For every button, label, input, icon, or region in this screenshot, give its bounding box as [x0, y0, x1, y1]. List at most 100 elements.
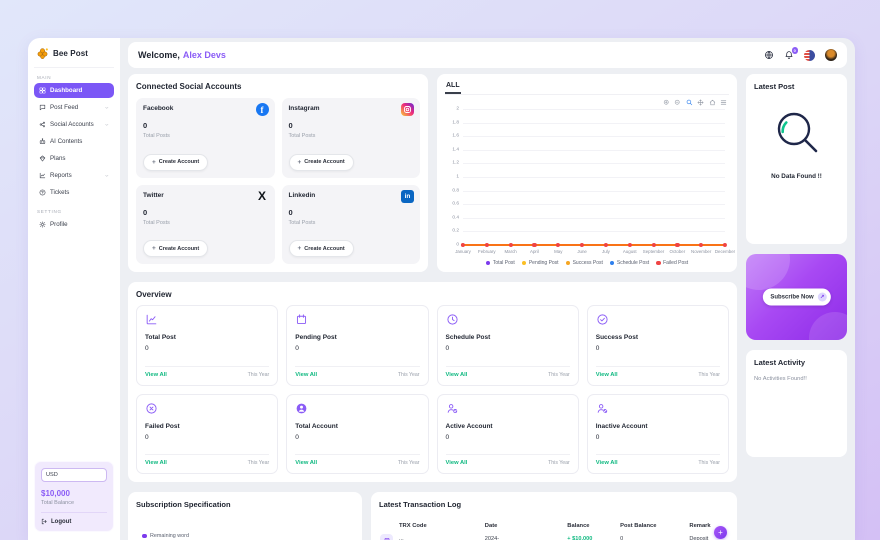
create-account-button[interactable]: + Create Account [143, 153, 209, 171]
social-card-facebook: Facebook f 0 Total Posts + Create Account [136, 98, 275, 178]
create-account-button[interactable]: + Create Account [288, 240, 354, 257]
data-point-marker[interactable] [532, 242, 537, 247]
receipt-icon [384, 537, 389, 540]
overview-card-value: 0 [595, 433, 600, 441]
check-circle-icon-wrap [596, 313, 720, 326]
data-point-marker[interactable] [627, 242, 632, 247]
period-label: This Year [698, 371, 720, 378]
overview-card-total-post: Total Post 0 View All This Year [136, 305, 279, 386]
overview-grid: Total Post 0 View All This Year Pending Post… [136, 305, 729, 474]
platform-name: Facebook [143, 105, 174, 112]
transactions-header-row: TRX Code Date Balance Post Balance Remark [379, 523, 729, 529]
view-all-link[interactable]: View All [445, 460, 468, 466]
legend-item-schedule-post[interactable]: Schedule Post [609, 260, 649, 266]
notifications-bell-icon[interactable]: 0 [784, 47, 798, 60]
view-all-link[interactable]: View All [445, 371, 468, 378]
currency-select[interactable]: USD [41, 468, 107, 482]
calendar-icon [297, 314, 307, 325]
legend-item-failed-post[interactable]: Failed Post [656, 260, 688, 266]
view-all-link[interactable]: View All [295, 371, 318, 378]
social-section-title: Connected Social Accounts [136, 82, 242, 91]
add-transaction-button[interactable]: + [714, 526, 727, 539]
overview-card-schedule-post: Schedule Post 0 View All This Year [436, 305, 579, 386]
balance-label: Total Balance [41, 500, 75, 506]
plus-icon: + [152, 158, 156, 166]
y-axis-tick: 1.8 [452, 120, 459, 126]
sidebar-nav-setting: Profile [34, 217, 114, 234]
data-point-marker[interactable] [508, 242, 513, 247]
create-account-button[interactable]: + Create Account [143, 240, 209, 257]
data-point-marker[interactable] [651, 242, 656, 247]
overview-card-inactive-account: Inactive Account 0 View All This Year [586, 393, 729, 474]
sidebar-item-tickets[interactable]: Tickets [34, 185, 114, 200]
logout-button[interactable]: Logout [41, 512, 107, 525]
sidebar-item-reports[interactable]: Reports [34, 168, 114, 183]
data-point-marker[interactable] [603, 242, 608, 247]
platform-name: Instagram [288, 105, 320, 112]
globe-icon[interactable] [764, 50, 774, 60]
overview-card-footer: View All This Year [445, 454, 570, 466]
view-all-link[interactable]: View All [295, 460, 318, 466]
data-point-marker[interactable] [579, 242, 585, 247]
data-point-marker[interactable] [484, 242, 489, 247]
data-point-marker[interactable] [722, 242, 728, 247]
user-avatar[interactable] [825, 49, 837, 61]
create-account-label: Create Account [158, 245, 200, 252]
column-header-trx-code: TRX Code [399, 523, 427, 529]
sidebar-item-dashboard[interactable]: Dashboard [34, 83, 114, 98]
column-header-post-balance: Post Balance [620, 523, 657, 529]
data-point-marker[interactable] [675, 242, 680, 247]
zoom-out-icon[interactable] [674, 99, 681, 106]
home-icon[interactable] [709, 99, 716, 106]
logo[interactable]: Bee Post [34, 46, 114, 68]
data-point-marker[interactable] [699, 242, 704, 247]
selection-zoom-icon[interactable] [686, 99, 693, 106]
user-circle-icon-wrap [295, 402, 419, 415]
nav-section-setting: SETTING [37, 209, 62, 214]
language-flag-icon[interactable] [804, 49, 815, 61]
social-card-instagram: Instagram 0 Total Posts + Create Account [281, 98, 420, 178]
y-axis-tick: 1.4 [452, 147, 459, 153]
sidebar-item-post-feed[interactable]: Post Feed [34, 100, 114, 115]
total-posts-label: Total Posts [288, 133, 316, 139]
user-check-icon-wrap [446, 402, 570, 415]
chart-plot-area[interactable]: 2 1.8 1.6 1.4 1.2 1 0.8 0.6 0.4 0.2 0 [452, 107, 728, 248]
period-label: This Year [247, 460, 270, 466]
data-point-marker[interactable] [556, 242, 561, 247]
view-all-link[interactable]: View All [145, 460, 167, 466]
home-icon [709, 99, 715, 106]
subscribe-now-button[interactable]: Subscribe Now ↗ [762, 288, 831, 306]
subscribe-label: Subscribe Now [770, 294, 814, 300]
sidebar-item-social-accounts[interactable]: Social Accounts [34, 117, 114, 132]
transaction-cell: ... [399, 536, 404, 540]
chart-tabs: ALL [445, 82, 729, 95]
sidebar-item-profile[interactable]: Profile [34, 217, 114, 232]
sidebar-item-plans[interactable]: Plans [34, 151, 114, 166]
chart-toolbar [447, 99, 727, 106]
transaction-cell: + $10,000 [567, 536, 593, 540]
sidebar-item-ai-contents[interactable]: AI Contents [34, 134, 114, 149]
legend-item-total-post[interactable]: Total Post [485, 260, 515, 266]
pan-icon[interactable] [697, 99, 704, 106]
sidebar-item-label: Social Accounts [50, 121, 94, 128]
transaction-row[interactable]: ... 2024- + $10,000 0 Deposit [379, 534, 729, 540]
x-axis-tick: February [478, 249, 496, 254]
data-point-marker[interactable] [460, 242, 466, 247]
legend-label: Failed Post [663, 260, 689, 266]
logout-label: Logout [51, 518, 72, 525]
create-account-button[interactable]: + Create Account [288, 153, 354, 171]
legend-item-pending-post[interactable]: Pending Post [521, 260, 559, 266]
view-all-link[interactable]: View All [145, 371, 167, 378]
view-all-link[interactable]: View All [595, 371, 618, 378]
zoom-in-icon[interactable] [663, 99, 670, 106]
gridline [463, 122, 725, 124]
x-axis-tick: August [622, 249, 637, 254]
legend-item-success-post[interactable]: Success Post [565, 260, 603, 266]
view-all-link[interactable]: View All [595, 460, 618, 466]
x-circle-icon-wrap [145, 402, 269, 415]
tab-all[interactable]: ALL [445, 82, 461, 94]
connected-social-accounts-card: Connected Social Accounts Facebook f 0 Tota… [128, 74, 428, 272]
menu-icon[interactable] [720, 99, 727, 106]
receipt-icon [380, 534, 393, 540]
overview-card-footer: View All This Year [445, 365, 570, 378]
